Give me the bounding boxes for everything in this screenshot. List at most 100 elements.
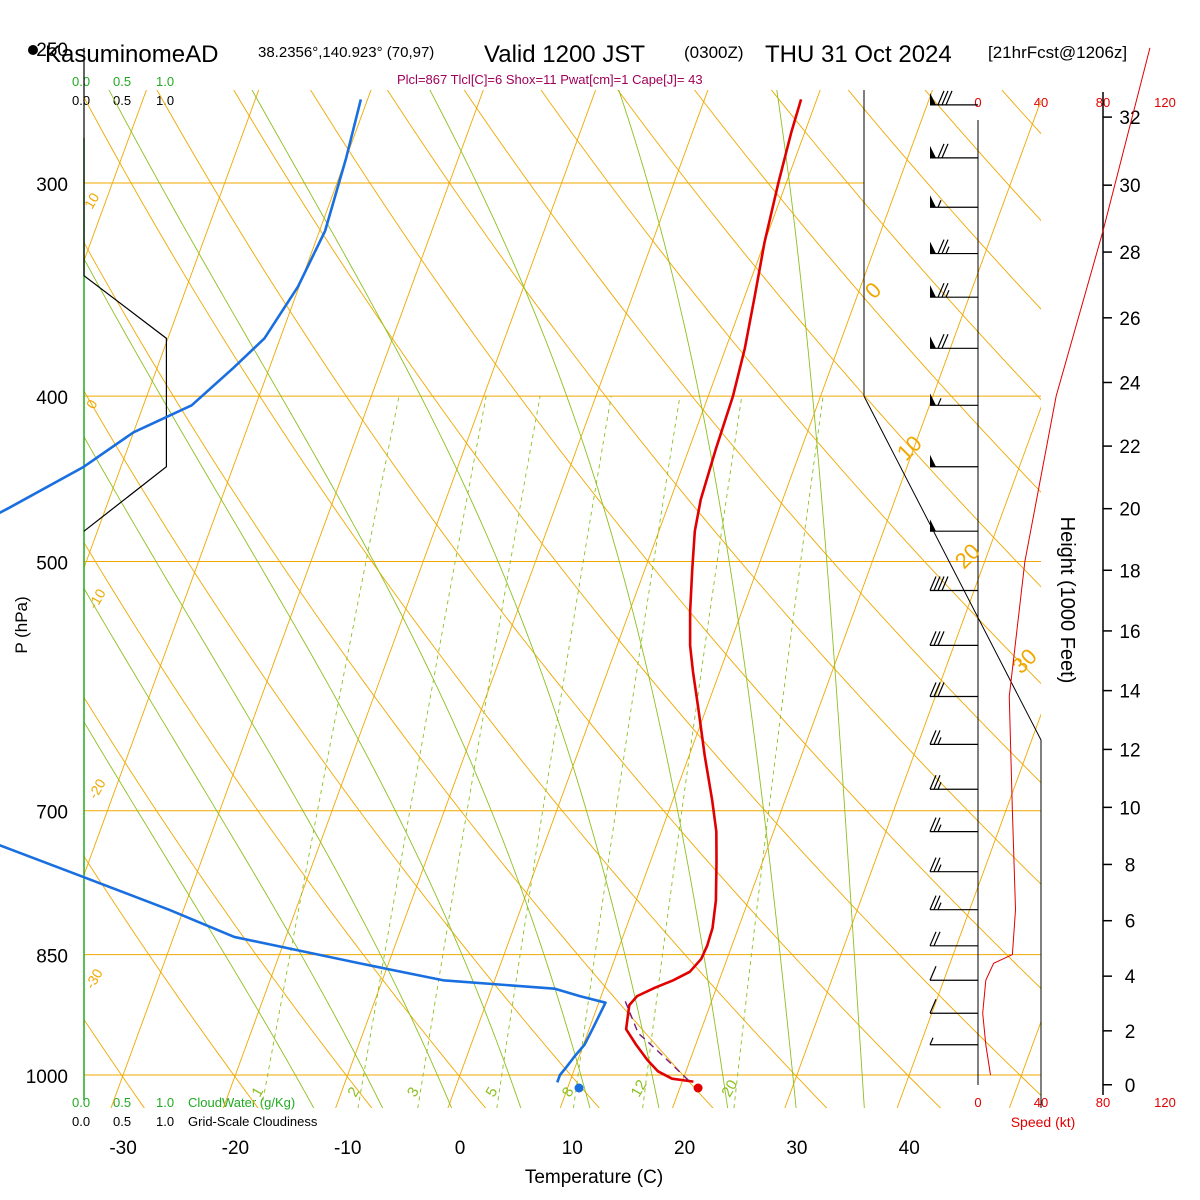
cloud-profile: [83, 47, 167, 532]
wind-barb: [930, 90, 978, 106]
wind-barb-pennant: [930, 241, 936, 254]
wind-barb-half-feather: [937, 200, 942, 208]
wind-barb: [929, 576, 978, 592]
cloud-scale-top-black-2: 1.0: [156, 93, 174, 108]
mixing-ratio-label: 5: [483, 1084, 502, 1100]
wind-barb: [929, 1037, 978, 1046]
dry-adiabat-line: [540, 90, 1041, 685]
height-tick-label: 12: [1119, 740, 1140, 761]
wind-barb: [929, 998, 978, 1014]
wind-barb-feather: [933, 682, 941, 697]
pressure-label-1000: 1000: [26, 1067, 68, 1088]
mixing-ratio-line: [261, 396, 400, 1108]
moist-adiabat-line: [251, 90, 660, 1108]
moist-adiabat-line: [429, 90, 729, 1108]
cloud-scale-top-green-1: 0.5: [113, 74, 131, 89]
height-axis-title: Height (1000 Feet): [1056, 517, 1078, 684]
wind-barb: [929, 775, 978, 790]
y-axis-title: P (hPa): [12, 596, 31, 653]
height-tick-label: 20: [1119, 500, 1140, 521]
wind-barb-feather: [937, 239, 945, 254]
wind-barb-feather: [937, 282, 945, 298]
mixing-ratio-line: [642, 396, 743, 1108]
cloud-scale-top: 0.0 0.5 1.0 0.0 0.5 1.0: [72, 74, 174, 108]
height-tick-label: 0: [1125, 1076, 1136, 1097]
surface-temperature-dot: [693, 1083, 703, 1093]
wind-barb: [930, 143, 978, 159]
wind-barb-feather: [945, 90, 953, 106]
temperature-tick-label: 40: [899, 1138, 920, 1159]
wind-barb-feather: [941, 334, 949, 349]
dry-adiabat-line: [617, 90, 1041, 588]
dry-adiabat-line: [770, 90, 1041, 401]
wind-barb: [930, 195, 978, 208]
cloud-scale-bottom-black-2: 1.0: [156, 1114, 174, 1129]
stability-indices: Plcl=867 Tlcl[C]=6 Shox=11 Pwat[cm]=1 Ca…: [397, 72, 703, 87]
speed-bottom-2: 80: [1096, 1095, 1110, 1110]
height-tick-label: 8: [1125, 855, 1136, 876]
speed-axis-label: Speed (kt): [1011, 1114, 1076, 1130]
wind-barb-feather: [941, 239, 949, 254]
dry-adiabat-label: 0: [83, 397, 101, 412]
cloud-scale-bottom: 0.0 0.5 1.0 CloudWater (g/Kg) 0.0 0.5 1.…: [72, 1095, 318, 1129]
dry-adiabat-label: -10: [85, 586, 109, 612]
isotherm-line: [784, 406, 1041, 1108]
mixing-ratio-line: [573, 396, 681, 1108]
wind-barb-feather: [929, 931, 937, 947]
wind-barb-feather: [937, 576, 945, 591]
wind-barb-feather: [933, 576, 941, 591]
wind-barb-pennant: [930, 336, 936, 349]
wind-barb-half-feather: [945, 246, 950, 254]
mixing-ratio-label: 2: [344, 1084, 363, 1100]
mixing-ratio-label: 3: [404, 1084, 423, 1100]
height-tick-label: 22: [1119, 437, 1140, 458]
dry-adiabat-line: [84, 96, 828, 1108]
wind-barb-feather: [929, 775, 937, 790]
temperature-tick-label: 10: [562, 1138, 583, 1159]
background-lines: [84, 90, 1041, 1108]
wind-barb-pennant: [930, 195, 936, 208]
pressure-label-300: 300: [36, 175, 68, 196]
dry-adiabat-label: -30: [82, 966, 106, 992]
cloud-scale-top-black-0: 0.0: [72, 93, 90, 108]
wind-barb: [929, 895, 978, 911]
wind-barb-feather: [941, 282, 949, 298]
isotherm-line: [110, 90, 484, 1108]
wind-barb-pennant: [930, 519, 936, 532]
wind-barb-feather: [929, 730, 937, 745]
wind-barb-feather: [929, 998, 937, 1014]
dry-adiabat-line: [924, 90, 1041, 222]
mixing-ratio-line: [733, 396, 824, 1108]
height-tick-label: 2: [1125, 1022, 1136, 1043]
wind-barb: [929, 817, 978, 833]
wind-barb-feather: [933, 895, 941, 910]
moist-adiabat-line: [776, 90, 865, 1108]
valid-date: THU 31 Oct 2024: [765, 41, 952, 68]
speed-bottom-0: 0: [974, 1095, 981, 1110]
wind-barb-feather: [937, 90, 945, 106]
mixing-ratio-label: 20: [718, 1077, 741, 1100]
wind-barb-feather: [933, 931, 941, 947]
wind-barb-feather: [933, 857, 941, 872]
station-name: KasuminomeAD: [45, 41, 218, 68]
dry-adiabat-line: [84, 1018, 145, 1108]
cloudiness-label: Grid-Scale Cloudiness: [188, 1114, 318, 1129]
wind-barb-feather: [941, 143, 949, 159]
speed-top-1: 40: [1034, 95, 1048, 110]
isotherm-line: [84, 90, 260, 570]
mixing-ratio-line: [357, 396, 487, 1108]
moist-adiabat-line: [84, 257, 522, 1108]
wind-barb-feather: [933, 775, 941, 790]
wind-barb: [930, 334, 978, 349]
wind-barb-half-feather: [937, 782, 942, 790]
height-tick-label: 18: [1119, 561, 1140, 582]
wind-barb-feather: [933, 631, 941, 646]
wind-barb: [930, 519, 978, 532]
isotherm-line: [84, 90, 372, 877]
wind-barb-half-feather: [937, 824, 942, 832]
dry-adiabat-line: [84, 696, 373, 1108]
cloud-scale-top-green-0: 0.0: [72, 74, 90, 89]
cloud-scale-bottom-green-2: 1.0: [156, 1095, 174, 1110]
height-tick-label: 10: [1119, 798, 1140, 819]
